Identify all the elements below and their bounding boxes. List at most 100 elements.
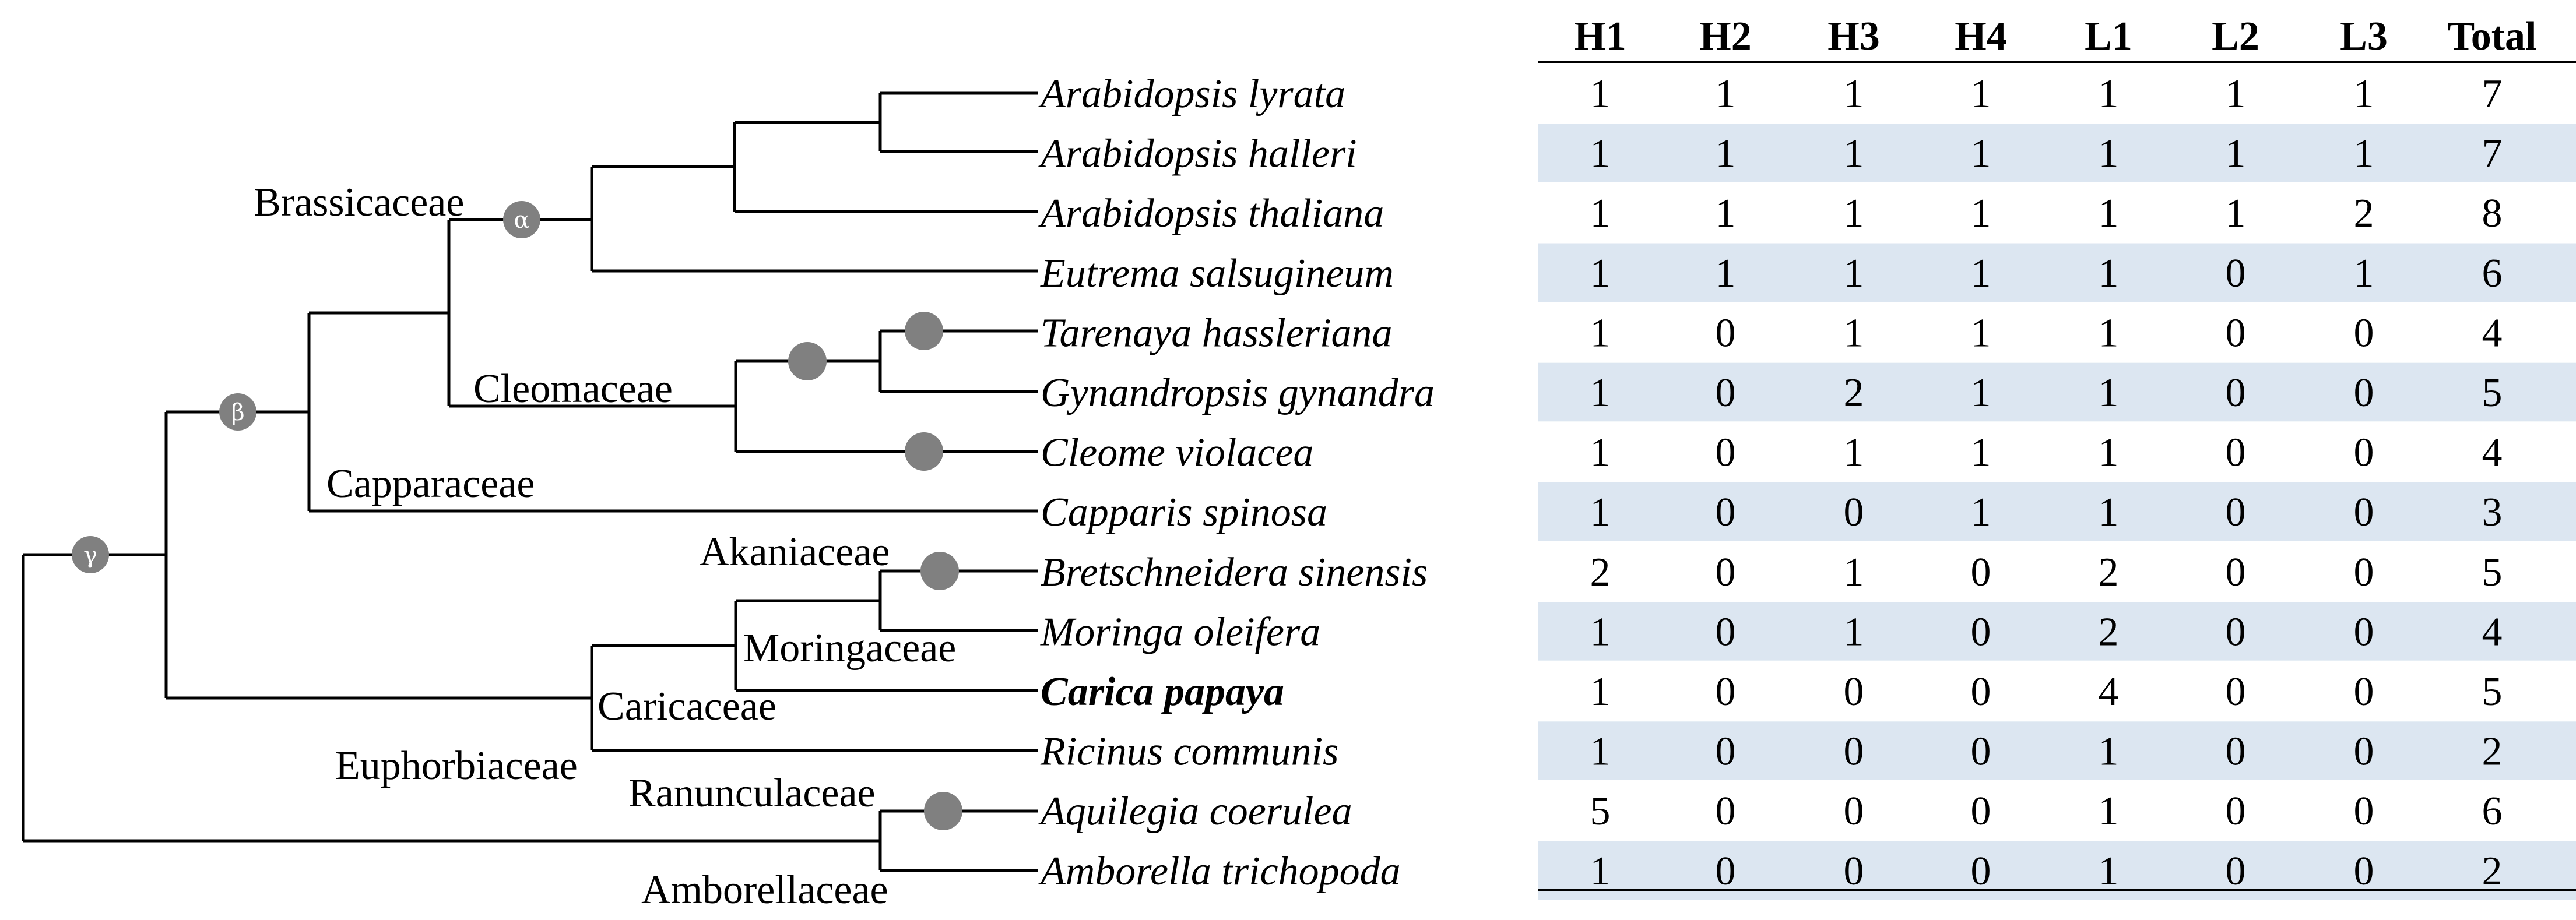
column-header-total: Total — [2447, 14, 2536, 59]
table-cell-h4: 1 — [1971, 191, 1991, 236]
row-stripe — [1538, 482, 2576, 541]
species-label: Carica papaya — [1041, 669, 1284, 714]
wgd-node-cleome — [905, 432, 943, 471]
table-cell-h3: 0 — [1844, 490, 1864, 535]
table-cell-l2: 0 — [2226, 251, 2246, 296]
family-ranunculaceae: Ranunculaceae — [628, 771, 876, 816]
family-labels: Brassicaceae Cleomaceae Capparaceae Akan… — [254, 180, 956, 912]
species-label: Moringa oleifera — [1040, 609, 1320, 654]
row-stripe — [1538, 243, 2576, 302]
table-cell-l1: 1 — [2099, 251, 2119, 296]
table-cell-total: 5 — [2482, 371, 2503, 415]
table-cell-h3: 0 — [1844, 729, 1864, 774]
table-cell-h1: 1 — [1590, 669, 1611, 714]
table-cell-h2: 0 — [1716, 371, 1736, 415]
table-cell-l2: 1 — [2226, 72, 2246, 117]
table-cell-h3: 0 — [1844, 849, 1864, 894]
table-cell-l3: 0 — [2354, 311, 2374, 355]
table-cell-h1: 2 — [1590, 550, 1611, 595]
gamma-label: γ — [83, 542, 97, 569]
table-cell-h1: 1 — [1590, 371, 1611, 415]
table-cell-h1: 1 — [1590, 251, 1611, 296]
table-cell-l1: 1 — [2099, 490, 2119, 535]
table-cell-h3: 1 — [1844, 132, 1864, 177]
table-cell-h3: 1 — [1844, 251, 1864, 296]
beta-label: β — [231, 399, 244, 426]
table-cell-h1: 1 — [1590, 849, 1611, 894]
family-akaniaceae: Akaniaceae — [700, 530, 890, 574]
table-cell-l1: 1 — [2099, 191, 2119, 236]
branch-lyrata-halleri — [878, 91, 1038, 153]
table-cell-h2: 0 — [1716, 729, 1736, 774]
wgd-node-gamma — [72, 536, 109, 573]
table-cell-total: 4 — [2482, 609, 2503, 654]
row-stripe — [1538, 362, 2576, 422]
table-cell-h2: 1 — [1716, 191, 1736, 236]
alpha-label: α — [514, 207, 529, 234]
table-cell-h2: 0 — [1716, 609, 1736, 654]
table-cell-total: 4 — [2482, 311, 2503, 355]
table-cell-h1: 1 — [1590, 609, 1611, 654]
table-cell-h3: 0 — [1844, 669, 1864, 714]
table-cell-l3: 0 — [2354, 431, 2374, 475]
species-label: Tarenaya hassleriana — [1041, 311, 1392, 355]
table-cell-l1: 1 — [2099, 371, 2119, 415]
table-cell-h3: 0 — [1844, 789, 1864, 834]
table-cell-l3: 1 — [2354, 132, 2374, 177]
species-label: Capparis spinosa — [1041, 490, 1327, 535]
table-cell-h2: 0 — [1716, 789, 1736, 834]
table-cell-total: 8 — [2482, 191, 2503, 236]
wgd-node-tarenaya — [905, 312, 943, 350]
family-euphorbiaceae: Euphorbiaceae — [335, 743, 578, 788]
species-label: Amborella trichopoda — [1038, 849, 1401, 894]
species-label: Bretschneidera sinensis — [1041, 550, 1428, 595]
table-cell-h1: 1 — [1590, 729, 1611, 774]
table-cell-h4: 0 — [1971, 609, 1991, 654]
table-cell-h4: 1 — [1971, 490, 1991, 535]
table-cell-l2: 0 — [2226, 789, 2246, 834]
table-cell-l2: 0 — [2226, 729, 2246, 774]
family-capparaceae: Capparaceae — [326, 461, 535, 506]
count-table: H1 H2 H3 H4 L1 L2 L3 Total 1 1 1 1 1 1 1 71 1 1 1 1 1 1 71 1 1 1… — [1538, 14, 2576, 894]
table-cell-h2: 1 — [1716, 251, 1736, 296]
branch-cleome — [734, 359, 1038, 453]
species-label: Aquilegia coerulea — [1038, 789, 1352, 834]
table-cell-l3: 1 — [2354, 72, 2374, 117]
wgd-nodes: α β γ — [72, 201, 962, 830]
table-cell-l1: 1 — [2099, 431, 2119, 475]
table-cell-h2: 1 — [1716, 132, 1736, 177]
table-cell-h3: 1 — [1844, 191, 1864, 236]
table-cell-l3: 0 — [2354, 371, 2374, 415]
table-cell-h1: 1 — [1590, 132, 1611, 177]
table-cell-h1: 1 — [1590, 72, 1611, 117]
table-cell-l3: 0 — [2354, 669, 2374, 714]
table-cell-h2: 1 — [1716, 72, 1736, 117]
table-cell-h4: 0 — [1971, 789, 1991, 834]
table-cell-h3: 1 — [1844, 311, 1864, 355]
table-cell-l1: 1 — [2099, 132, 2119, 177]
table-cell-h3: 1 — [1844, 609, 1864, 654]
table-cell-h2: 0 — [1716, 849, 1736, 894]
column-header-l2: L2 — [2212, 14, 2259, 59]
table-cell-h3: 2 — [1844, 371, 1864, 415]
column-header-h3: H3 — [1828, 14, 1879, 59]
table-cell-l3: 1 — [2354, 251, 2374, 296]
column-header-h2: H2 — [1699, 14, 1751, 59]
table-cell-total: 7 — [2482, 132, 2503, 177]
table-cell-l3: 0 — [2354, 789, 2374, 834]
table-cell-l3: 0 — [2354, 849, 2374, 894]
table-cell-l1: 2 — [2099, 550, 2119, 595]
table-cell-l2: 0 — [2226, 669, 2246, 714]
table-cell-l1: 4 — [2099, 669, 2119, 714]
species-label: Eutrema salsugineum — [1040, 251, 1394, 296]
table-cell-l1: 1 — [2099, 311, 2119, 355]
species-label: Cleome violacea — [1041, 431, 1313, 475]
table-cell-total: 4 — [2482, 431, 2503, 475]
wgd-node-alpha — [503, 201, 540, 238]
table-cell-h4: 1 — [1971, 431, 1991, 475]
table-cell-l3: 0 — [2354, 490, 2374, 535]
table-cell-h1: 5 — [1590, 789, 1611, 834]
table-cell-l2: 0 — [2226, 490, 2246, 535]
